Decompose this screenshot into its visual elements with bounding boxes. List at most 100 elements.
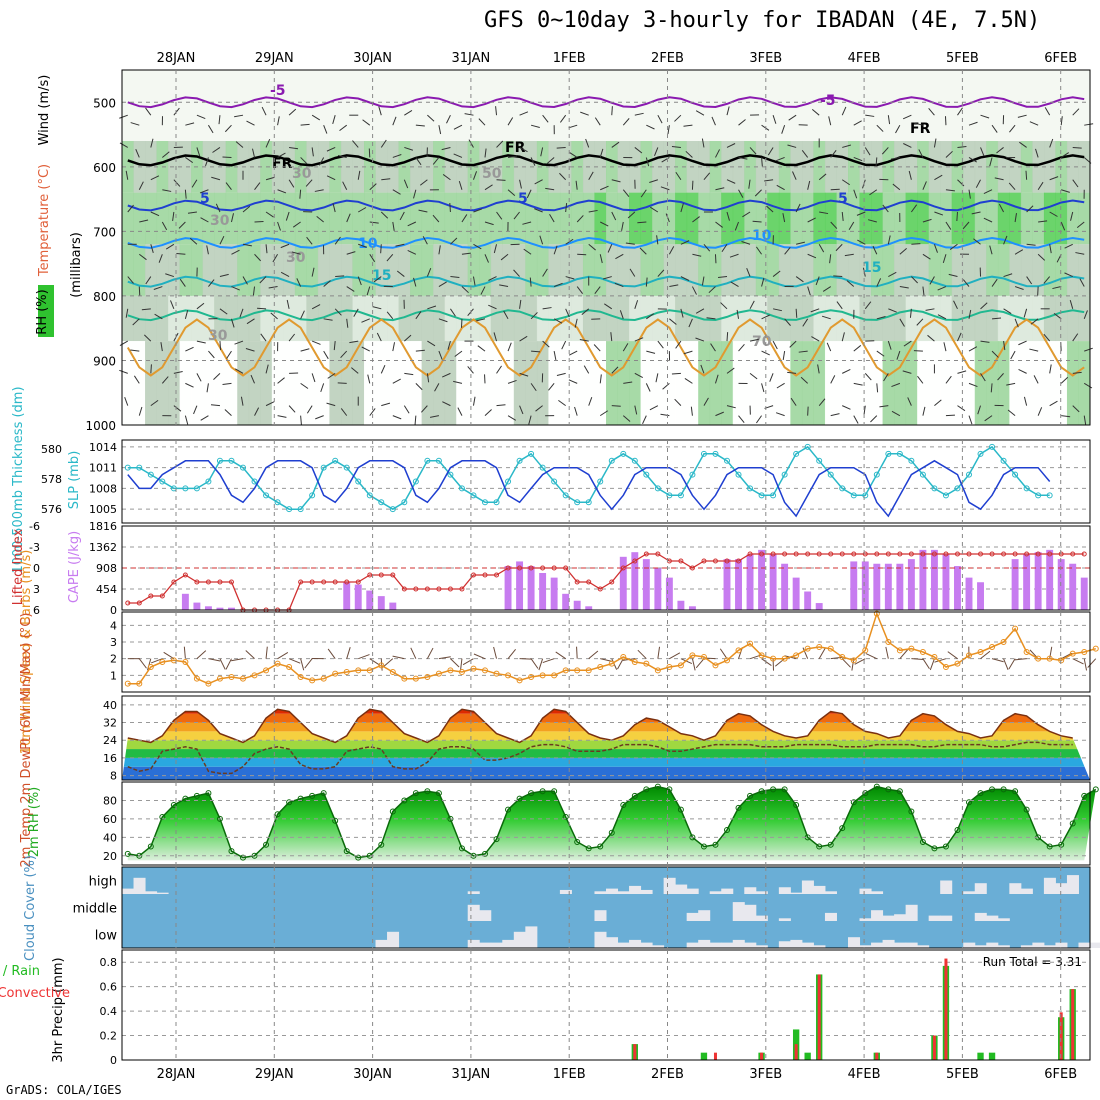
- cloud-bar-high: [686, 888, 699, 894]
- rh2m-point: [1081, 792, 1088, 799]
- rh-cell: [1066, 295, 1079, 342]
- wind10m-point: [216, 675, 223, 682]
- wind-barb: [646, 313, 654, 320]
- wind-barb: [306, 405, 313, 414]
- wind-barb: [600, 221, 609, 227]
- lifted-index-point: [908, 551, 914, 557]
- wind-barb: [519, 299, 522, 309]
- wind-barb: [277, 116, 280, 126]
- rh2m-point: [896, 788, 903, 795]
- wind-barb: [185, 122, 195, 126]
- rh-cell: [963, 192, 976, 245]
- rh-cell: [571, 295, 584, 342]
- wind-barb: [883, 373, 889, 382]
- wind-barb: [453, 380, 463, 384]
- cloud-bar-low: [698, 939, 711, 948]
- contour-label: FR: [505, 140, 526, 156]
- wind-barb: [776, 184, 785, 191]
- cloud-bar-high: [709, 891, 722, 894]
- rh-cell: [940, 244, 953, 296]
- wind10m-point: [228, 674, 235, 680]
- cloud-bar-low: [986, 942, 999, 948]
- wind-barb: [853, 120, 862, 126]
- wind-barb: [150, 175, 160, 181]
- wind-barb: [761, 124, 770, 131]
- thickness-point: [562, 492, 569, 499]
- wind-barb: [380, 364, 386, 374]
- precip-convective-bar: [1071, 989, 1075, 1060]
- wind-barb: [761, 314, 770, 320]
- rh-cell: [1032, 141, 1045, 193]
- wind10m-barb: [588, 650, 599, 660]
- cape-bar: [677, 600, 685, 610]
- rh-cell: [640, 192, 653, 245]
- temperature-contour: [126, 318, 1085, 377]
- wind-barb: [196, 147, 201, 157]
- rh2m-point: [585, 845, 592, 852]
- cloud-bar-high: [790, 892, 803, 894]
- rh-cell: [1043, 192, 1056, 245]
- wind-barb: [300, 348, 310, 352]
- lifted-index-point: [447, 586, 453, 592]
- wind-barb: [392, 378, 401, 384]
- wind-barb: [1009, 124, 1016, 133]
- wind-barb: [634, 372, 643, 379]
- wind-barb: [213, 373, 221, 380]
- wind-barb: [882, 204, 889, 213]
- wind-barb: [407, 221, 417, 227]
- wind-barb: [219, 235, 225, 245]
- bottom-date-label-31JAN: 31JAN: [452, 1067, 491, 1082]
- wind-barb: [711, 116, 716, 126]
- wind-barb: [1003, 273, 1013, 278]
- thickness-point: [216, 457, 223, 464]
- cape-bar: [815, 603, 823, 610]
- bottom-date-label-5FEB: 5FEB: [946, 1067, 979, 1082]
- wind-barb: [588, 243, 596, 251]
- rh-cell: [778, 341, 791, 425]
- wind-barb: [420, 405, 428, 413]
- wind-barb: [738, 415, 745, 423]
- cloud-bar-high: [559, 889, 572, 894]
- wind-barb: [450, 308, 456, 317]
- wind-barb: [911, 276, 918, 284]
- rh-cell: [859, 244, 872, 296]
- rh-cell: [387, 141, 400, 193]
- temperature-contour: [127, 236, 1085, 249]
- wind-barb: [593, 344, 601, 352]
- rh-cell: [179, 244, 192, 296]
- thickness-point: [124, 464, 131, 471]
- slp-axis-label: SLP (mb): [67, 451, 82, 510]
- wind-barb: [607, 244, 613, 253]
- wind10m-point: [193, 675, 200, 682]
- cape-tick-label: 908: [96, 562, 117, 575]
- cloud-bar-low: [686, 942, 699, 948]
- wind10m-barb: [231, 658, 244, 662]
- rh-cell: [744, 244, 757, 296]
- wind-barb: [721, 243, 728, 253]
- wind-barb: [738, 119, 746, 126]
- wind-barb: [784, 246, 791, 255]
- wind-barb: [867, 219, 877, 223]
- wind-barb: [992, 317, 1002, 320]
- rh-cell: [928, 341, 941, 425]
- wind-barb: [353, 308, 359, 317]
- wind-barb: [1043, 276, 1051, 284]
- cape-bar: [769, 554, 777, 610]
- wind-barb: [968, 189, 971, 199]
- wind-barb: [507, 155, 518, 158]
- thickness-point: [205, 478, 212, 485]
- rh-cell: [767, 244, 780, 296]
- rh2m-point: [966, 799, 972, 806]
- wind10m-barb: [761, 658, 772, 666]
- thickness-point: [228, 457, 235, 464]
- wind-barb: [864, 301, 872, 310]
- top-date-label-29JAN: 29JAN: [255, 51, 294, 66]
- wind-barb: [680, 308, 684, 318]
- wind10m-barb: [493, 646, 498, 659]
- wind-barb: [530, 157, 536, 166]
- wind10m-barb: [183, 646, 186, 659]
- rh-cell: [940, 295, 953, 342]
- wind-barb: [683, 124, 693, 127]
- rh2m-frame: [121, 781, 1091, 866]
- rh-cell: [1020, 341, 1033, 425]
